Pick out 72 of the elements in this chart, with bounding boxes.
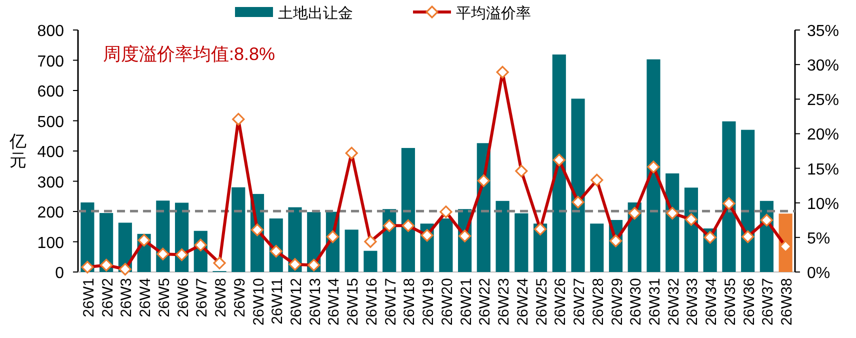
bar (496, 200, 510, 272)
bar (364, 250, 378, 272)
bar (571, 98, 585, 272)
y2-tick-label: 0% (807, 265, 830, 282)
y2-tick-label: 5% (807, 230, 830, 248)
bar (552, 54, 566, 272)
y2-tick-label: 10% (807, 196, 840, 213)
annotation: 周度溢价率均值:8.8% (103, 44, 276, 64)
y2-tick-label: 25% (807, 92, 840, 110)
x-tick-label: 26W19 (420, 278, 438, 326)
x-tick-label: 26W28 (590, 278, 607, 326)
bar (590, 224, 604, 272)
x-tick-label: 26W4 (137, 278, 154, 318)
y2-tick-label: 20% (807, 126, 840, 144)
x-tick-label: 26W14 (326, 278, 343, 326)
x-tick-label: 26W37 (760, 278, 777, 326)
x-tick-label: 26W32 (665, 278, 682, 326)
x-tick-label: 26W20 (438, 278, 456, 326)
bar (646, 59, 660, 272)
y2-tick-label: 35% (807, 23, 840, 40)
y-tick-label: 800 (37, 23, 64, 40)
x-tick-label: 26W2 (99, 278, 116, 318)
x-tick-label: 26W27 (571, 278, 588, 326)
x-tick-label: 26W16 (363, 278, 380, 326)
x-tick-label: 26W33 (684, 278, 702, 326)
y-tick-label: 700 (37, 53, 64, 70)
x-tick-label: 26W8 (212, 278, 230, 318)
x-tick-label: 26W24 (514, 278, 532, 326)
x-tick-label: 26W17 (382, 278, 400, 326)
bar (401, 148, 415, 272)
x-tick-label: 26W15 (344, 278, 362, 326)
x-tick-label: 26W1 (80, 278, 98, 318)
bar (514, 213, 528, 272)
y2-tick-label: 30% (807, 58, 840, 75)
bar (722, 121, 736, 272)
x-tick-label: 26W25 (533, 278, 550, 326)
x-tick-label: 26W31 (646, 278, 664, 326)
x-tick-label: 26W18 (401, 278, 418, 326)
x-tick-label: 26W10 (250, 278, 268, 326)
y-tick-label: 600 (37, 84, 64, 100)
y-tick-label: 500 (37, 114, 64, 131)
x-tick-label: 26W22 (476, 278, 494, 326)
bar (232, 187, 246, 272)
x-tick-label: 26W3 (118, 278, 136, 318)
x-tick-label: 26W23 (496, 278, 513, 326)
y-tick-label: 100 (37, 234, 64, 252)
x-tick-label: 26W35 (722, 278, 739, 326)
bar (344, 230, 358, 272)
legend-label: 平均溢价率 (456, 5, 531, 22)
x-tick-label: 26W7 (194, 278, 211, 318)
y-axis-title: 亿元 (8, 132, 26, 170)
x-tick-label: 26W13 (306, 278, 324, 326)
bar (439, 218, 453, 272)
y-tick-label: 200 (37, 204, 64, 222)
x-tick-label: 26W21 (458, 278, 475, 326)
bar (741, 130, 755, 272)
x-tick-label: 26W26 (552, 278, 570, 326)
y-tick-label: 0 (55, 265, 64, 282)
y-tick-label: 300 (37, 174, 64, 192)
y-tick-label: 400 (37, 144, 64, 161)
legend-label: 土地出让金 (278, 5, 353, 22)
x-tick-label: 26W12 (288, 278, 305, 326)
x-tick-label: 26W9 (231, 278, 248, 318)
x-tick-label: 26W30 (628, 278, 645, 326)
x-tick-label: 26W38 (778, 278, 796, 326)
x-tick-label: 26W5 (156, 278, 173, 318)
x-tick-label: 26W36 (740, 278, 758, 326)
x-tick-label: 26W6 (174, 278, 192, 318)
x-tick-label: 26W29 (608, 278, 626, 326)
y2-tick-label: 15% (807, 161, 840, 178)
x-tick-label: 26W11 (269, 278, 286, 324)
x-tick-label: 26W34 (703, 278, 720, 326)
